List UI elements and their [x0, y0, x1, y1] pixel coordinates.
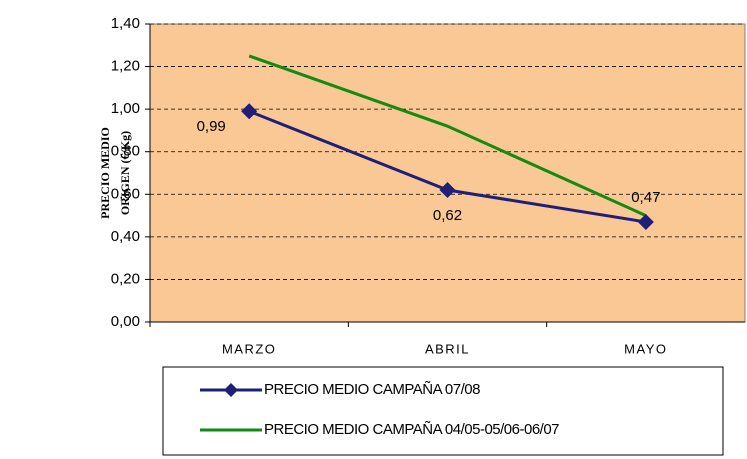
y-tick-label: 0,60	[111, 185, 140, 202]
y-axis-label: PRECIO MEDIO	[98, 127, 112, 219]
plot-area	[149, 23, 746, 323]
y-tick-label: 0,20	[111, 270, 140, 287]
y-tick-label: 1,20	[111, 58, 140, 75]
data-label: 0,99	[197, 118, 226, 135]
legend-label: PRECIO MEDIO CAMPAÑA 07/08	[264, 381, 480, 398]
y-axis-label: ORIGEN (€/Kg)	[118, 131, 132, 215]
series-line	[248, 54, 647, 217]
y-tick-label: 0,00	[111, 313, 140, 330]
data-label: 0,47	[631, 189, 660, 206]
y-tick-label: 1,00	[111, 100, 140, 117]
marker	[241, 103, 258, 120]
legend-marker	[224, 383, 238, 397]
x-tick-label: MAYO	[624, 341, 667, 356]
y-tick-label: 0,40	[111, 228, 140, 245]
x-tick-label: ABRIL	[425, 341, 470, 356]
data-label: 0,62	[433, 207, 462, 224]
y-tick-label: 1,40	[111, 15, 140, 32]
marker	[637, 213, 654, 230]
x-tick-label: MARZO	[222, 341, 276, 356]
y-tick-label: 0,80	[111, 143, 140, 160]
legend-label: PRECIO MEDIO CAMPAÑA 04/05-05/06-06/07	[264, 421, 559, 438]
legend-box	[162, 366, 724, 456]
marker	[439, 182, 456, 199]
